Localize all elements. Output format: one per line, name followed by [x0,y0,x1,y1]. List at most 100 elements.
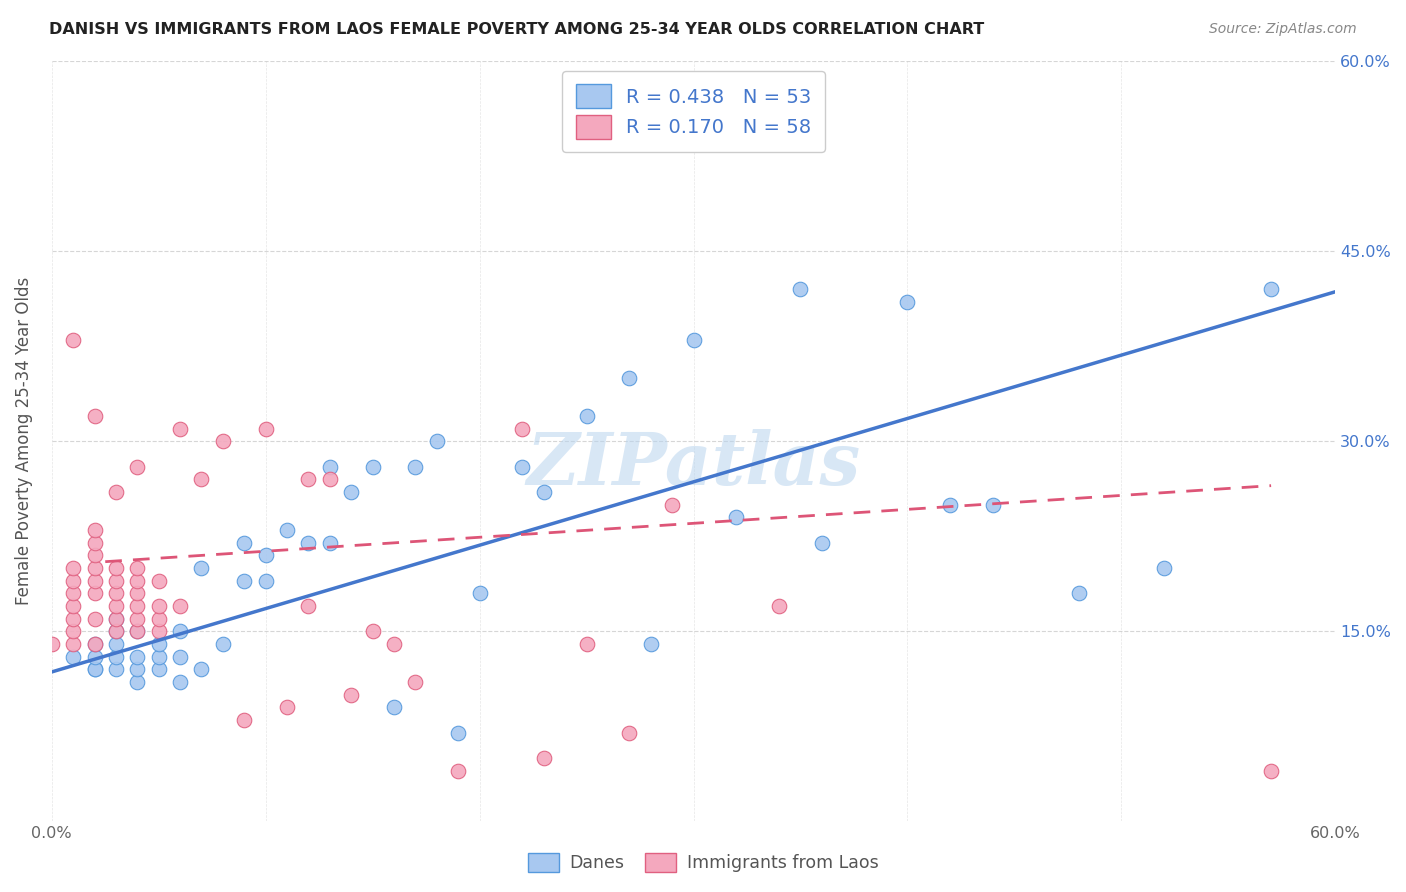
Point [127,612,149,626]
Point [83,649,105,664]
Point [276,523,298,537]
Point [276,700,298,714]
Point [127,574,149,588]
Point [127,675,149,690]
Point [83,574,105,588]
Point [233,574,256,588]
Point [319,535,342,549]
Point [83,409,105,423]
Point [83,637,105,651]
Point [104,637,127,651]
Point [190,561,212,575]
Point [127,624,149,639]
Point [382,637,405,651]
Point [169,649,191,664]
Point [233,713,256,727]
Point [447,764,470,778]
Point [190,662,212,676]
Point [127,599,149,613]
Point [104,485,127,500]
Point [811,535,834,549]
Point [319,472,342,486]
Point [62,574,84,588]
Point [190,472,212,486]
Point [512,459,534,474]
Point [468,586,491,600]
Point [148,599,170,613]
Point [148,624,170,639]
Point [340,485,363,500]
Point [127,459,149,474]
Point [148,649,170,664]
Point [447,725,470,739]
Point [575,637,598,651]
Point [896,294,918,309]
Point [619,725,641,739]
Point [254,574,277,588]
Point [83,549,105,563]
Point [640,637,662,651]
Point [62,649,84,664]
Point [83,535,105,549]
Point [533,485,555,500]
Point [768,599,790,613]
Text: Source: ZipAtlas.com: Source: ZipAtlas.com [1209,22,1357,37]
Point [83,523,105,537]
Point [83,662,105,676]
Point [104,662,127,676]
Point [619,371,641,385]
Point [148,574,170,588]
Point [981,498,1004,512]
Point [169,599,191,613]
Point [1260,282,1282,296]
Point [62,586,84,600]
Point [212,434,235,449]
Point [340,688,363,702]
Point [169,422,191,436]
Point [297,535,319,549]
Point [533,751,555,765]
Point [104,612,127,626]
Point [62,612,84,626]
Point [127,649,149,664]
Point [104,561,127,575]
Point [404,675,426,690]
Point [83,612,105,626]
Point [233,535,256,549]
Point [127,624,149,639]
Y-axis label: Female Poverty Among 25-34 Year Olds: Female Poverty Among 25-34 Year Olds [15,277,32,606]
Point [41,637,63,651]
Point [682,333,704,347]
Point [426,434,449,449]
Point [169,624,191,639]
Point [212,637,235,651]
Point [104,624,127,639]
Point [127,561,149,575]
Legend: Danes, Immigrants from Laos: Danes, Immigrants from Laos [520,846,886,879]
Point [382,700,405,714]
Point [83,586,105,600]
Point [62,624,84,639]
Point [62,599,84,613]
Point [297,472,319,486]
Point [512,422,534,436]
Point [789,282,811,296]
Point [62,637,84,651]
Text: DANISH VS IMMIGRANTS FROM LAOS FEMALE POVERTY AMONG 25-34 YEAR OLDS CORRELATION : DANISH VS IMMIGRANTS FROM LAOS FEMALE PO… [49,22,984,37]
Point [725,510,748,524]
Point [104,599,127,613]
Point [127,662,149,676]
Point [148,637,170,651]
Point [104,574,127,588]
Point [254,422,277,436]
Point [104,649,127,664]
Point [104,624,127,639]
Point [1260,764,1282,778]
Point [661,498,683,512]
Legend: R = 0.438   N = 53, R = 0.170   N = 58: R = 0.438 N = 53, R = 0.170 N = 58 [562,70,825,153]
Point [83,637,105,651]
Text: ZIPatlas: ZIPatlas [526,429,860,500]
Point [83,561,105,575]
Point [104,586,127,600]
Point [83,662,105,676]
